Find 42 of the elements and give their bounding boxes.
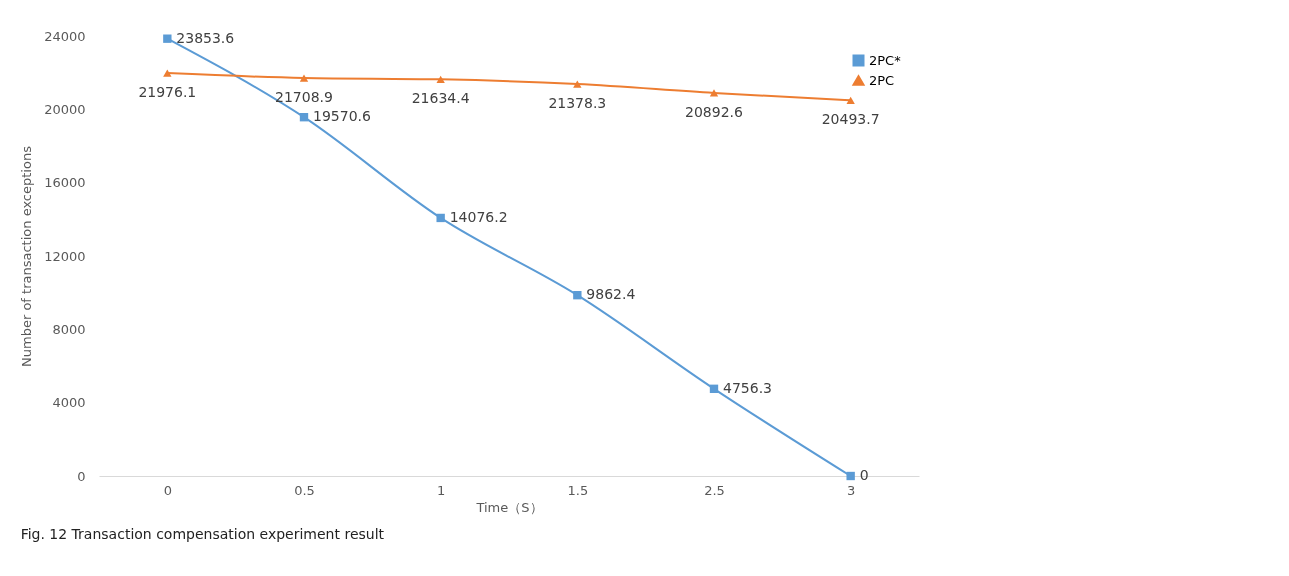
data-label: 21378.3 <box>548 95 607 112</box>
x-tick-label: 0 <box>163 482 172 498</box>
data-label: 21976.1 <box>138 84 197 101</box>
point <box>846 471 855 481</box>
y-tick-label: 12000 <box>44 248 86 264</box>
point <box>573 291 582 300</box>
point <box>709 89 719 97</box>
x-tick-label: 1.5 <box>567 482 589 498</box>
point <box>299 113 309 122</box>
point <box>163 69 172 77</box>
data-label: 20892.6 <box>685 103 744 120</box>
legend-label: 2PC* <box>869 52 902 68</box>
point <box>573 80 582 88</box>
point <box>709 384 719 393</box>
caption: Fig. 12 Transaction compensation experiment result <box>20 526 385 542</box>
data-label: 23853.6 <box>176 29 235 46</box>
x-tick-label: 3 <box>847 482 856 498</box>
x-axis-title: Time（S） <box>475 499 543 515</box>
point <box>846 96 855 104</box>
y-tick-label: 0 <box>77 468 86 484</box>
data-label: 9862.4 <box>586 286 636 303</box>
data-label: 0 <box>859 467 869 483</box>
point <box>436 213 445 223</box>
legend-label: 2PC <box>869 72 895 88</box>
x-tick-label: 1 <box>437 482 446 498</box>
y-tick-label: 24000 <box>44 28 86 44</box>
data-label: 19570.6 <box>313 108 371 125</box>
point <box>163 34 172 43</box>
point <box>436 75 445 83</box>
x-tick-label: 0.5 <box>294 482 315 498</box>
data-label: 14076.2 <box>449 208 508 225</box>
y-tick-label: 4000 <box>52 395 86 411</box>
x-tick-label: 2.5 <box>704 482 725 498</box>
data-label: 21708.9 <box>275 89 333 105</box>
y-axis-title: Number of transaction exceptions <box>19 145 35 367</box>
data-label: 20493.7 <box>821 111 880 128</box>
y-tick-label: 8000 <box>52 321 86 337</box>
y-tick-label: 16000 <box>44 175 86 191</box>
data-label: 4756.3 <box>723 379 772 396</box>
data-label: 21634.4 <box>411 90 470 107</box>
point <box>299 74 309 82</box>
y-tick-label: 20000 <box>44 101 86 117</box>
